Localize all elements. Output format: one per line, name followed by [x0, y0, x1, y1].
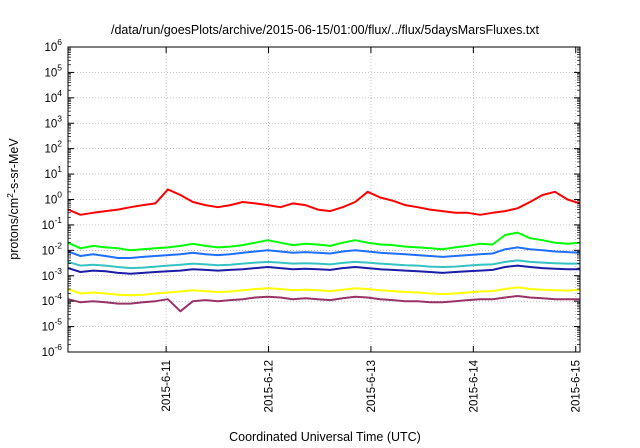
y-tick-label-base: 10 — [42, 296, 55, 308]
y-tick-label: 102 — [44, 139, 62, 156]
series-line-2 — [67, 231, 581, 252]
y-tick-label-base: 10 — [42, 271, 55, 283]
y-tick-label-exp: 5 — [57, 62, 62, 72]
y-tick-label: 10-1 — [42, 215, 63, 232]
y-tick-label: 103 — [44, 113, 62, 130]
y-tick-label-base: 10 — [44, 144, 57, 156]
x-tick-label: 2015-6-15 — [571, 360, 583, 412]
x-axis-label: Coordinated Universal Time (UTC) — [229, 430, 421, 444]
y-tick-label-base: 10 — [42, 245, 55, 257]
series-line-3 — [67, 246, 581, 259]
series-line-5 — [67, 264, 580, 275]
y-tick-label: 100 — [44, 190, 62, 207]
x-tick-label: 2015-6-14 — [468, 359, 480, 412]
y-tick-label: 10-2 — [42, 240, 63, 257]
y-tick-labels: 10-610-510-410-310-210-11001011021031041… — [42, 37, 63, 359]
y-tick-label-exp: -1 — [54, 215, 62, 225]
series-layer — [67, 188, 581, 313]
series-line-1 — [67, 188, 581, 216]
y-tick-label: 105 — [44, 62, 62, 79]
series-line-7 — [67, 295, 580, 313]
y-tick-label-exp: 0 — [57, 190, 62, 200]
y-tick-label-exp: -5 — [54, 317, 62, 327]
y-tick-label-exp: -6 — [54, 342, 62, 352]
y-tick-label-base: 10 — [42, 322, 55, 334]
y-tick-label-base: 10 — [44, 93, 57, 105]
y-tick-label-base: 10 — [44, 67, 57, 79]
y-tick-label-exp: 6 — [57, 37, 62, 47]
y-axis-label-sup: 2 — [5, 193, 15, 198]
x-tick-label: 2015-6-12 — [264, 360, 276, 412]
chart-title: /data/run/goesPlots/archive/2015-06-15/0… — [111, 23, 540, 37]
y-tick-label-exp: 1 — [57, 164, 62, 174]
y-tick-label: 101 — [44, 164, 62, 181]
grid-lines — [68, 47, 580, 352]
series-line-4 — [67, 259, 580, 270]
y-tick-label-base: 10 — [42, 347, 55, 359]
x-tick-label: 2015-6-11 — [161, 360, 173, 412]
y-tick-label: 10-4 — [42, 291, 63, 308]
y-tick-label-base: 10 — [42, 220, 55, 232]
y-tick-label-base: 10 — [44, 169, 57, 181]
y-tick-label-base: 10 — [44, 42, 57, 54]
y-tick-label: 10-3 — [42, 266, 63, 283]
y-tick-label-base: 10 — [44, 195, 57, 207]
y-tick-label-exp: -2 — [54, 240, 62, 250]
y-axis-label: protons/cm2-s-sr-MeV — [5, 138, 21, 260]
y-tick-label-exp: 2 — [57, 139, 62, 149]
y-tick-label-base: 10 — [44, 118, 57, 130]
y-axis-label-pre: protons/cm — [7, 198, 21, 260]
y-tick-label-exp: -3 — [54, 266, 62, 276]
y-tick-label-exp: -4 — [54, 291, 62, 301]
axis-ticks — [68, 46, 580, 353]
series-line-6 — [67, 286, 581, 297]
y-tick-label: 10-5 — [42, 317, 63, 334]
y-tick-label-exp: 3 — [57, 113, 62, 123]
y-tick-label: 106 — [44, 37, 62, 54]
y-tick-label: 10-6 — [42, 342, 63, 359]
y-axis-label-post: -s-sr-MeV — [7, 138, 21, 194]
x-tick-label: 2015-6-13 — [366, 360, 378, 412]
y-tick-label-exp: 4 — [57, 88, 62, 98]
y-tick-label: 104 — [44, 88, 62, 105]
x-tick-labels: 2015-6-11 2015-6-12 2015-6-13 2015-6-14 2015… — [161, 359, 583, 412]
